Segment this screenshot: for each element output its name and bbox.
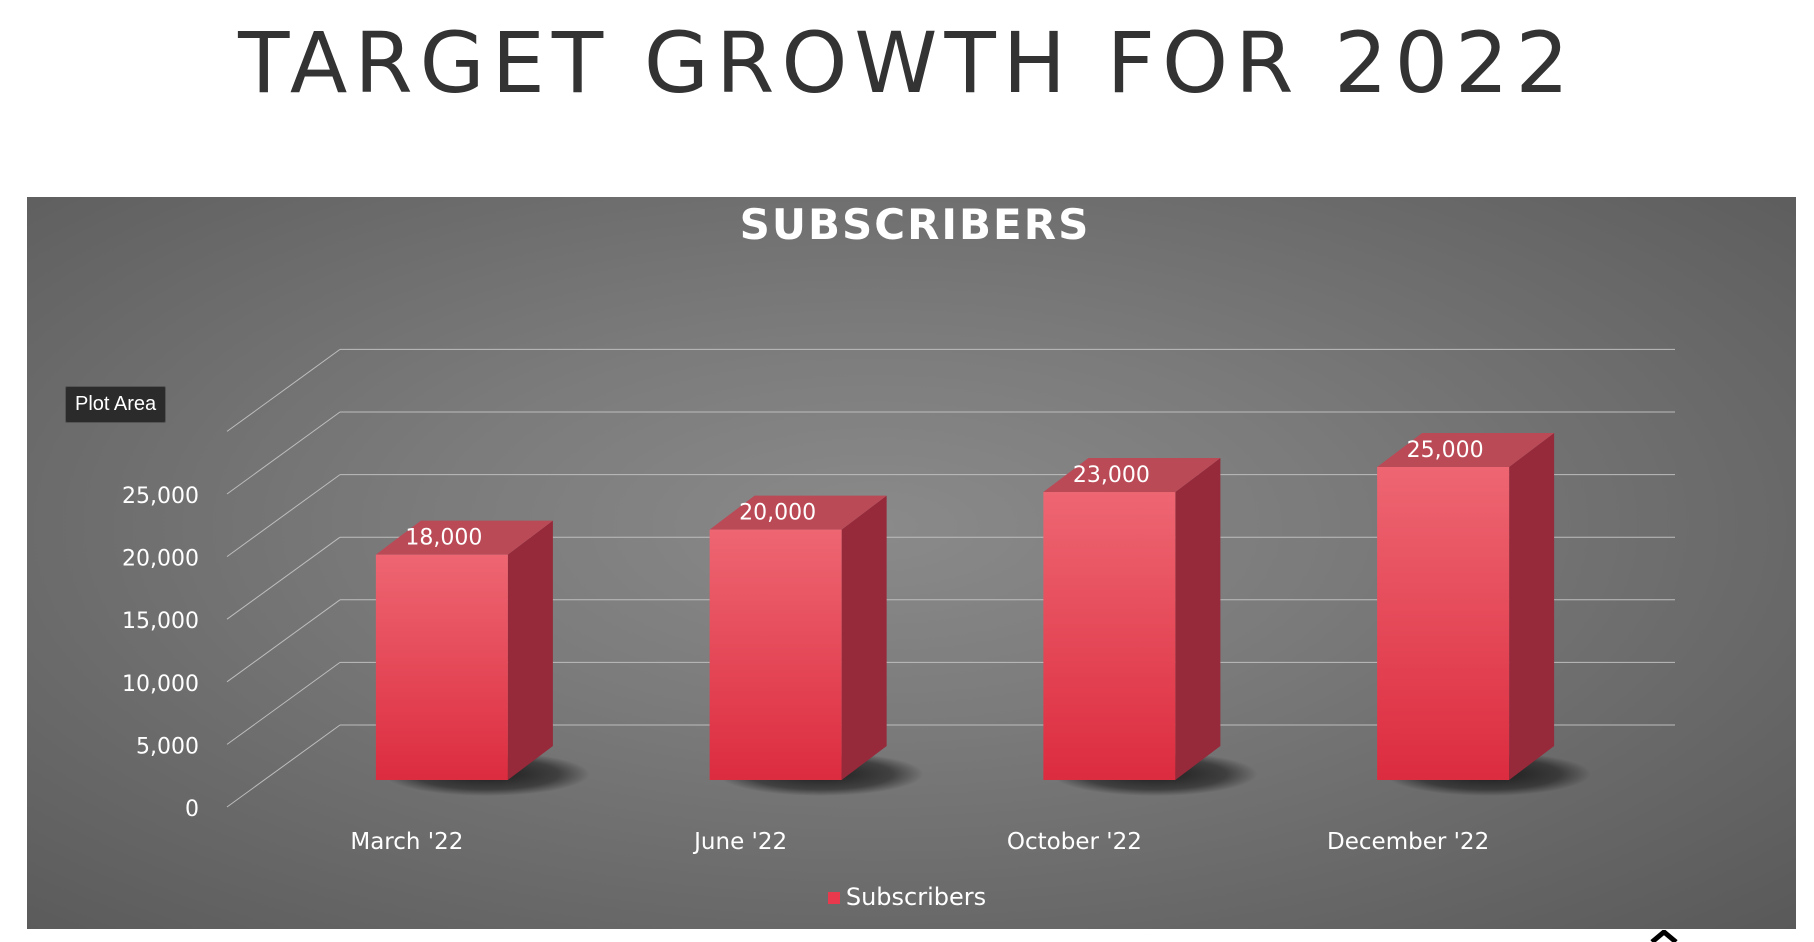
legend[interactable]: Subscribers [0, 883, 1814, 911]
bar-top-face [709, 495, 887, 530]
y-tick-label: 20,000 [122, 547, 199, 572]
bar-side-face [507, 520, 553, 780]
bar-side-face [1509, 433, 1555, 780]
cursor-icon [1650, 930, 1678, 942]
gridline-diagonal [226, 411, 341, 495]
gridline-diagonal [226, 661, 341, 745]
x-tick-label: December '22 [1327, 829, 1489, 855]
bar-side-face [841, 495, 887, 780]
legend-swatch [827, 892, 840, 904]
gridline-diagonal [226, 474, 341, 558]
bar: 18,000 [375, 520, 590, 796]
plot-area-tooltip: Plot Area [65, 386, 167, 423]
data-label: 20,000 [739, 501, 816, 526]
bar-top-face [375, 520, 553, 555]
data-label: 18,000 [405, 526, 482, 551]
x-tick-label: October '22 [1007, 829, 1142, 855]
y-tick-label: 10,000 [122, 672, 199, 697]
bar-front-face [375, 554, 508, 780]
bar-front-face [1377, 467, 1510, 780]
bar: 25,000 [1377, 433, 1592, 796]
y-axis: 0 5,000 10,000 15,000 20,000 25,000 [122, 484, 199, 822]
bar-front-face [709, 529, 842, 780]
x-axis: March '22 June '22 October '22 December '22 [350, 829, 1489, 855]
bar: 20,000 [709, 495, 924, 796]
y-tick-label: 25,000 [122, 484, 199, 509]
chart-svg: SUBSCRIBERS 0 5,000 10,000 15,000 20,000 25,0… [122, 200, 1675, 855]
bar-front-face [1043, 492, 1176, 780]
y-tick-label: 5,000 [136, 734, 199, 759]
y-tick-label: 15,000 [122, 609, 199, 634]
bar-top-face [1043, 458, 1221, 493]
slide-title: TARGET GROWTH FOR 2022 [238, 14, 1576, 112]
x-tick-label: March '22 [350, 829, 463, 855]
bars: 18,000 20,000 23,000 25,000 [375, 433, 1592, 796]
x-tick-label: June '22 [692, 829, 787, 855]
bar: 23,000 [1043, 458, 1258, 796]
gridline-diagonal [226, 348, 341, 432]
gridline-diagonal [226, 536, 341, 620]
data-label: 25,000 [1407, 438, 1484, 463]
gridline-diagonal [226, 599, 341, 683]
legend-label: Subscribers [845, 883, 987, 911]
chart-area[interactable]: SUBSCRIBERS 0 5,000 10,000 15,000 20,000 25,0… [27, 197, 1796, 929]
y-tick-label: 0 [185, 797, 199, 822]
chart-title: SUBSCRIBERS [740, 200, 1091, 249]
gridline-diagonal [226, 724, 341, 808]
bar-side-face [1175, 458, 1221, 780]
bar-top-face [1377, 433, 1555, 467]
data-label: 23,000 [1073, 463, 1150, 488]
